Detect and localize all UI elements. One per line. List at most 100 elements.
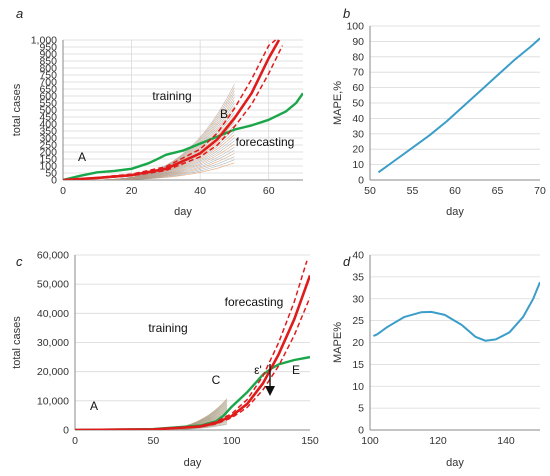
y-tick-label: 300 [39,133,57,145]
annotation-b: B [220,107,228,121]
x-tick-label: 70 [534,185,546,197]
y-tick-label: 150 [39,154,57,166]
y-tick-label: 60 [352,82,364,94]
y-tick-label: 850 [39,56,57,68]
y-tick-label: 80 [352,51,364,63]
y-tick-label: 40,000 [37,308,69,320]
arrow-head [265,386,275,396]
x-tick-label: 120 [429,435,447,447]
y-tick-label: 40 [352,113,364,125]
x-tick-label: 40 [194,185,206,197]
y-tick-label: 700 [39,77,57,89]
y-tick-label: 0 [63,425,69,437]
y-tick-label: 800 [39,63,57,75]
plot-area [373,281,540,342]
annotation-e: E [292,363,300,377]
chart-c: c 0 10,000 20,000 30,000 40,000 50,000 60,000 0 5… [11,250,319,470]
x-tick-label: 50 [147,435,159,447]
confidence-line [63,39,277,180]
y-tick-label: 450 [39,112,57,124]
y-tick-label: 20 [352,144,364,156]
y-tick-label: 200 [39,147,57,159]
y-tick-label: 30 [352,293,364,305]
x-tick-label: 0 [60,185,66,197]
y-tick-label: 900 [39,49,57,61]
panel-letter: a [16,6,23,21]
x-tick-label: 140 [497,435,515,447]
plot-area [63,39,303,180]
y-tick-label: 1,000 [31,35,57,47]
y-tick-label: 50 [45,168,57,180]
y-tick-label: 250 [39,140,57,152]
annotation-forecasting: forecasting [236,135,295,149]
y-tick-label: 650 [39,84,57,96]
x-tick-label: 0 [72,435,78,447]
confidence-line [63,45,284,180]
y-tick-label: 400 [39,119,57,131]
x-tick-label: 100 [223,435,241,447]
y-tick-label: 750 [39,70,57,82]
training-curve [80,90,235,180]
y-tick-label: 600 [39,91,57,103]
x-axis-label: day [446,206,464,218]
panel-letter: d [343,254,351,269]
y-tick-label: 550 [39,98,57,110]
mape-line [377,37,540,174]
annotation-a: A [78,150,86,164]
y-tick-label: 70 [352,67,364,79]
chart-a: a 050100150200250300350400450500550600650… [11,6,303,218]
y-tick-label: 100 [346,21,364,33]
y-tick-label: 10 [352,381,364,393]
panel-letter: b [343,6,350,21]
x-tick-label: 55 [407,185,419,197]
panel-letter: c [16,254,23,269]
observed-line [75,355,310,430]
x-tick-label: 150 [301,435,319,447]
mape-line [373,281,540,342]
annotation-training: training [148,321,187,335]
x-tick-label: 60 [263,185,275,197]
y-tick-label: 40 [352,250,364,262]
y-tick-label: 10 [352,159,364,171]
x-tick-label: 100 [361,435,379,447]
y-tick-label: 10,000 [37,395,69,407]
y-tick-label: 20 [352,337,364,349]
y-tick-label: 25 [352,315,364,327]
chart-b: b 0 10 20 30 40 50 60 70 80 90 100 50 55 60 65 70 day MAPE… [332,6,546,218]
training-curve [80,93,235,180]
y-tick-label: 30,000 [37,337,69,349]
x-tick-label: 60 [449,185,461,197]
annotation-a: A [90,399,98,413]
y-axis-label: MAPE% [332,322,344,363]
y-tick-label: 30 [352,128,364,140]
x-tick-label: 20 [126,185,138,197]
confidence-line [75,260,308,430]
y-tick-label: 50,000 [37,279,69,291]
y-tick-label: 0 [358,425,364,437]
y-axis-label: total cases [11,83,23,136]
chart-d: d 0 5 10 15 20 25 30 35 40 100 120 140 day MAPE% [332,250,540,469]
annotation-epsilon: ε' [254,363,262,377]
y-tick-label: 60,000 [37,250,69,262]
y-tick-label: 950 [39,42,57,54]
x-axis-label: day [174,206,192,218]
y-axis-label: total cases [11,316,23,369]
y-axis-label: MAPE,% [332,81,344,125]
y-tick-label: 15 [352,359,364,371]
plot-area [75,260,310,430]
observed-line [63,92,303,180]
y-tick-label: 50 [352,98,364,110]
y-tick-label: 500 [39,105,57,117]
model-line [75,274,310,430]
y-tick-label: 0 [358,175,364,187]
y-tick-label: 100 [39,161,57,173]
y-tick-label: 350 [39,126,57,138]
annotation-training: training [152,89,191,103]
y-tick-label: 35 [352,271,364,283]
y-tick-label: 20,000 [37,366,69,378]
x-axis-label: day [184,457,202,469]
annotation-forecasting: forecasting [225,295,284,309]
plot-area [377,37,540,174]
x-tick-label: 50 [364,185,376,197]
